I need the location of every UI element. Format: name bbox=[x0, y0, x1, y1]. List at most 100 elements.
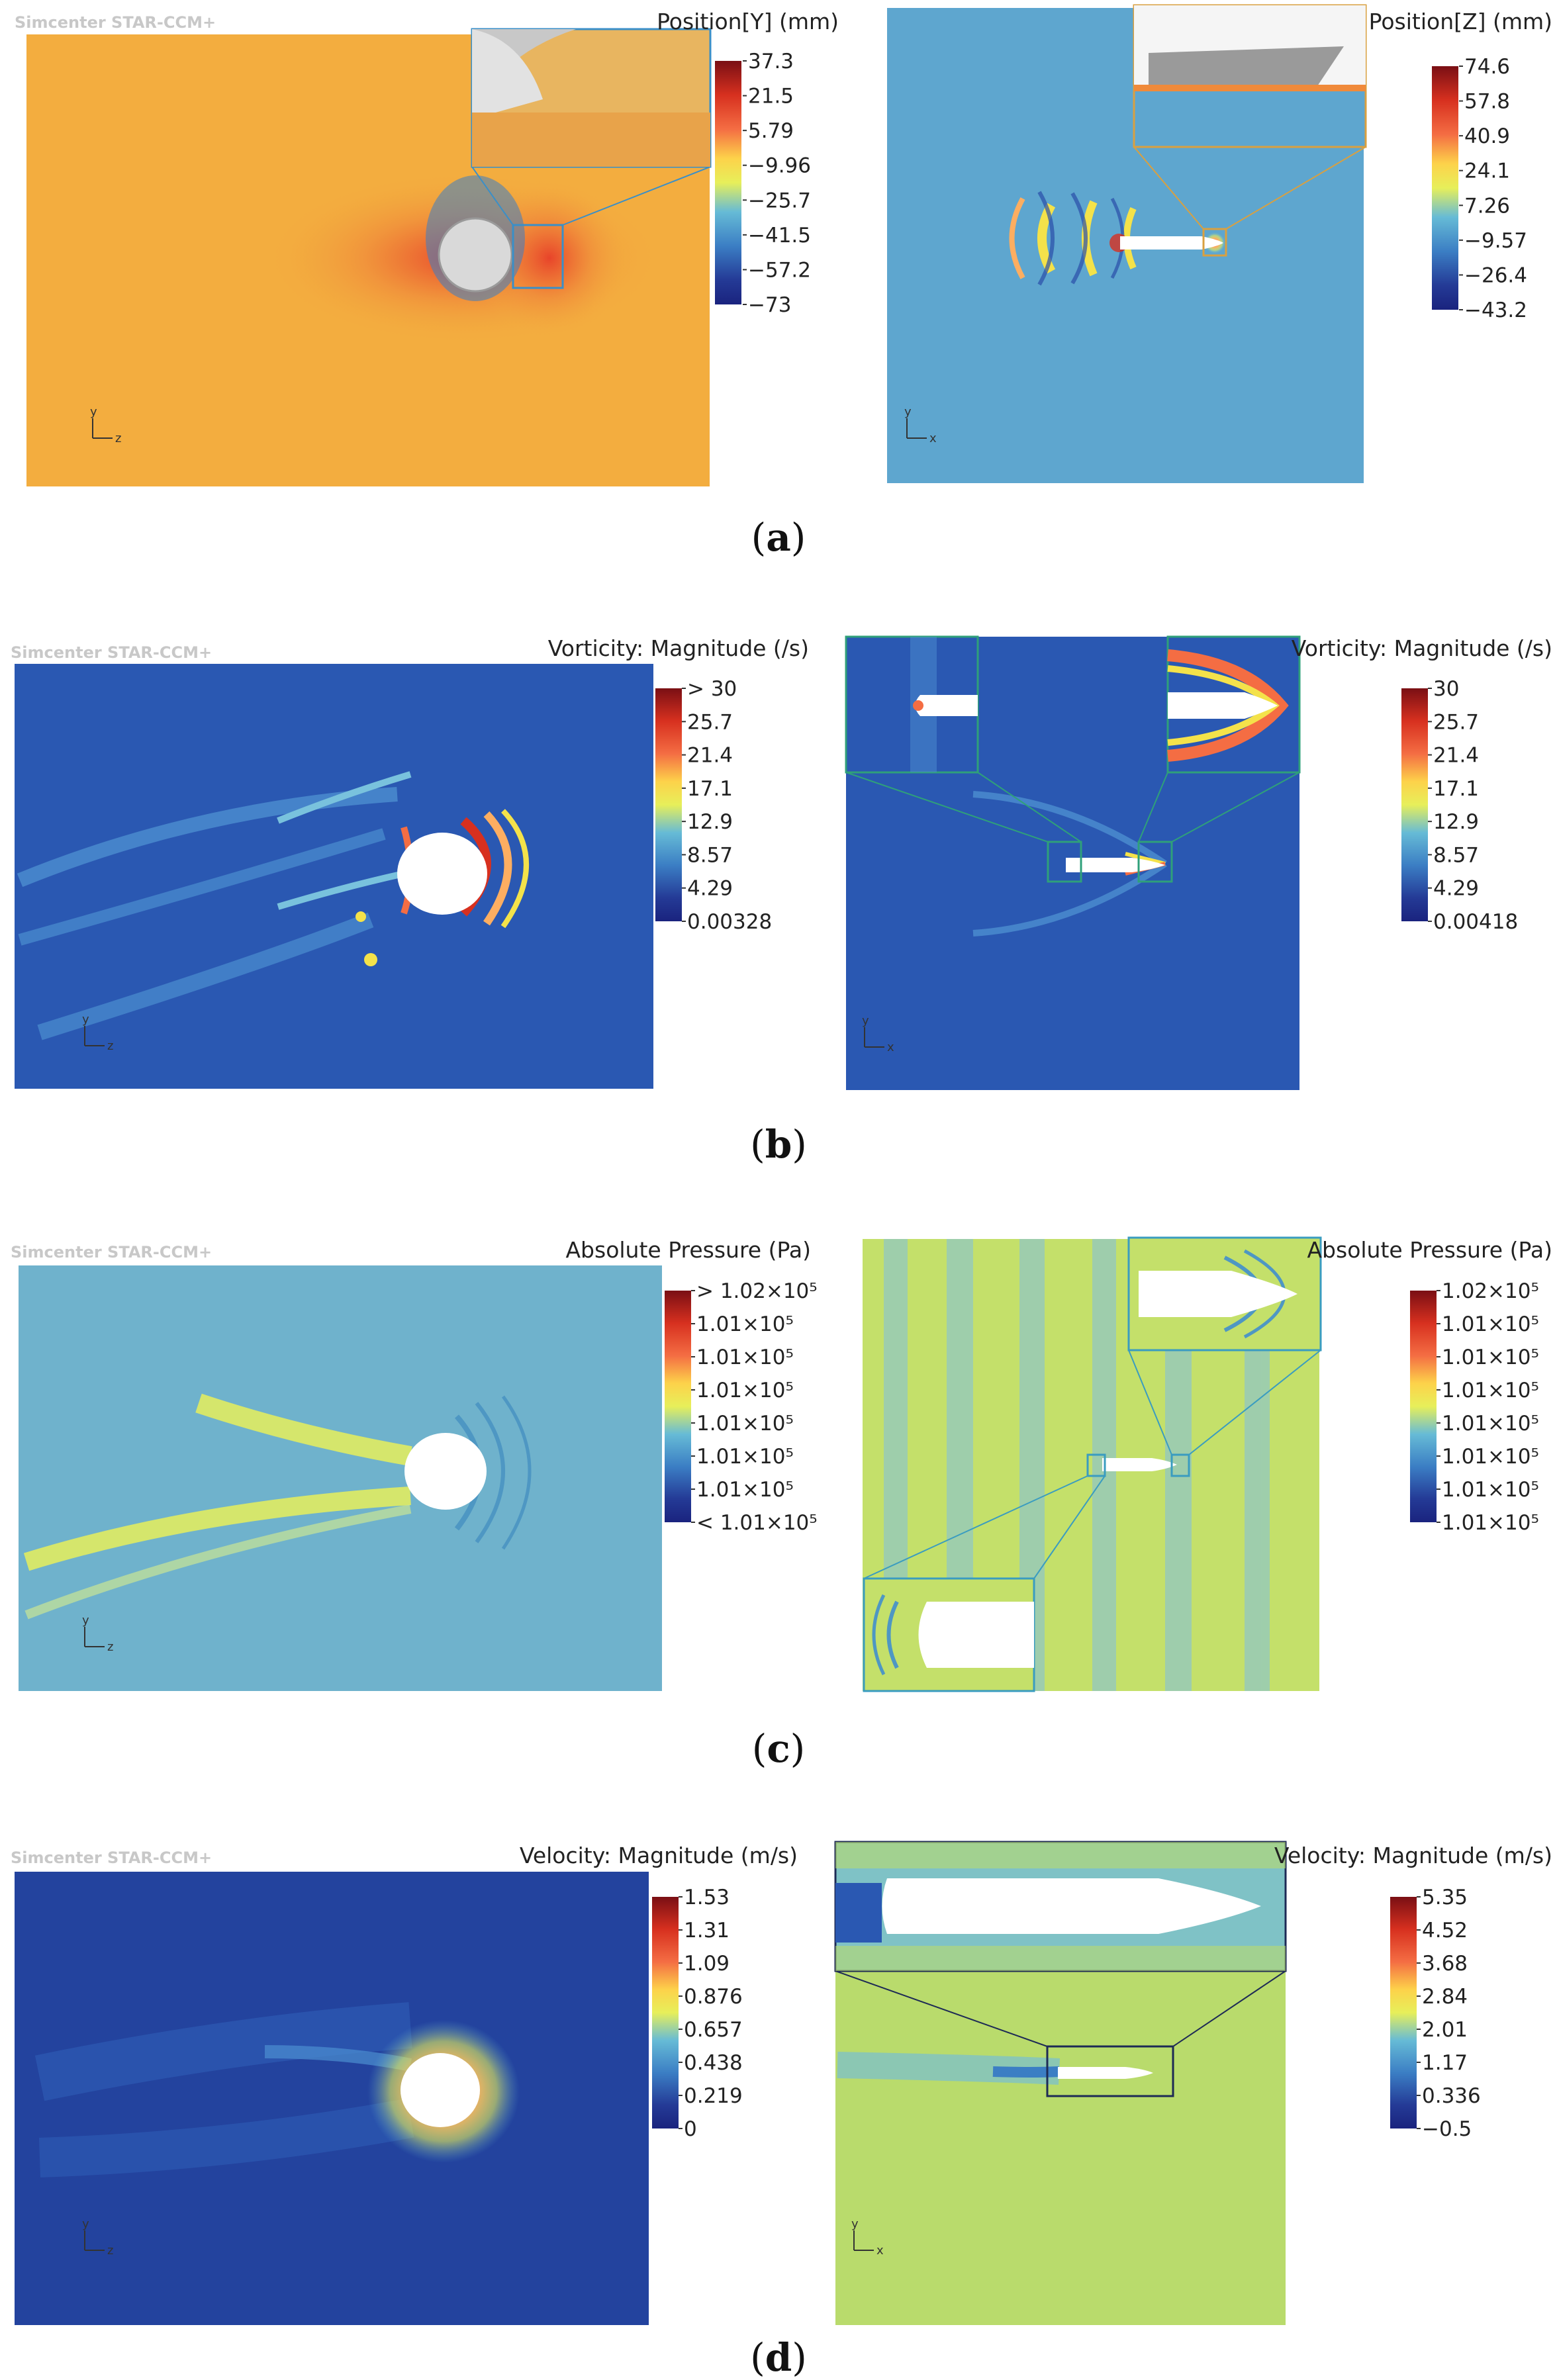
panel-c-left: Simcenter STAR-CCM+ Absolute Pressure (P… bbox=[11, 1237, 818, 1691]
pressure-wake bbox=[23, 1393, 532, 1620]
zoom-line bbox=[1138, 772, 1168, 843]
panel-a-right: Position[Z] (mm) 74.6 57.8 40.9 24.1 7.26 −9.… bbox=[887, 4, 1552, 483]
axis-triad: yz bbox=[82, 1614, 113, 1654]
sphere-body bbox=[438, 217, 513, 293]
subfigure-label-b: (b) bbox=[750, 1122, 807, 1167]
row-c: Simcenter STAR-CCM+ Absolute Pressure (P… bbox=[11, 1236, 1552, 1692]
axis-label: z bbox=[107, 1640, 113, 1654]
hull-shape bbox=[1066, 858, 1165, 872]
colorbar-tick-label: 24.1 bbox=[1464, 160, 1510, 183]
colorbar-tick-label: 4.52 bbox=[1422, 1919, 1468, 1943]
watermark: Simcenter STAR-CCM+ bbox=[15, 13, 216, 32]
colorbar-tick-label: 1.01×10⁵ bbox=[1442, 1478, 1539, 1502]
subfigure-label-d: (d) bbox=[750, 2335, 807, 2380]
colorbar-ticks: 74.6 57.8 40.9 24.1 7.26 −9.57 −26.4 −43.2 bbox=[1459, 55, 1527, 322]
legend-title: Velocity: Magnitude (m/s) bbox=[520, 1843, 798, 1868]
colorbar bbox=[1390, 1897, 1417, 2128]
panel-d-left: Simcenter STAR-CCM+ Velocity: Magnitude … bbox=[11, 1843, 798, 2325]
panel-d-right: Velocity: Magnitude (m/s) 5.35 4.52 3.68 2.… bbox=[834, 1841, 1552, 2325]
axis-label: x bbox=[929, 432, 937, 445]
colorbar-tick-label: 1.01×10⁵ bbox=[1442, 1412, 1539, 1436]
colorbar-tick-label: 25.7 bbox=[687, 710, 733, 734]
axis-label: y bbox=[82, 1013, 89, 1027]
zoom-box bbox=[1170, 1453, 1190, 1477]
colorbar-tick-label: > 30 bbox=[687, 677, 737, 701]
colorbar-tick-label: 7.26 bbox=[1464, 194, 1510, 218]
zoom-line bbox=[977, 772, 1082, 843]
colorbar-tick-label: 8.57 bbox=[1433, 843, 1479, 867]
legend-title: Position[Z] (mm) bbox=[1369, 9, 1552, 34]
legend-title: Velocity: Magnitude (m/s) bbox=[1274, 1843, 1552, 1868]
colorbar bbox=[1432, 66, 1458, 310]
colorbar-tick-label: 8.57 bbox=[687, 843, 733, 867]
colorbar-tick-label: 1.31 bbox=[684, 1919, 730, 1943]
colorbar-tick-label: 0.657 bbox=[684, 2018, 743, 2042]
axis-label: x bbox=[887, 1040, 894, 1054]
inset-image bbox=[834, 1841, 1287, 1972]
colorbar-tick-label: 3.68 bbox=[1422, 1952, 1468, 1976]
sphere-body bbox=[397, 833, 487, 915]
colorbar-tick-label: 0.00328 bbox=[687, 910, 772, 934]
zoom-line bbox=[1225, 146, 1366, 230]
colorbar-tick-label: 0.876 bbox=[684, 1985, 743, 2009]
vortex-wake bbox=[17, 771, 529, 1040]
colorbar-tick-label: 21.4 bbox=[687, 744, 733, 768]
colorbar-tick-label: 4.29 bbox=[1433, 877, 1479, 901]
hull-shape bbox=[1120, 236, 1223, 250]
colorbar-tick-label: 1.09 bbox=[684, 1952, 730, 1976]
panel-a-left: Simcenter STAR-CCM+ Position[Y] (mm) 37.… bbox=[15, 9, 839, 486]
axis-triad: yz bbox=[82, 1013, 113, 1053]
inset-image bbox=[1127, 1236, 1322, 1351]
zoom-line bbox=[1133, 146, 1204, 230]
colorbar-tick-label: 12.9 bbox=[687, 810, 733, 834]
contour-field bbox=[19, 1265, 662, 1691]
colorbar-tick-label: 21.4 bbox=[1433, 744, 1479, 768]
colorbar-tick-label: 0.219 bbox=[684, 2084, 743, 2108]
axis-triad: yx bbox=[851, 2217, 884, 2258]
inset-image bbox=[845, 635, 979, 774]
inset-image bbox=[863, 1577, 1035, 1692]
colorbar-tick-label: 30 bbox=[1433, 677, 1459, 701]
colorbar-tick-label: 1.01×10⁵ bbox=[696, 1379, 794, 1402]
watermark: Simcenter STAR-CCM+ bbox=[11, 643, 212, 662]
axis-triad: yz bbox=[90, 405, 121, 445]
colorbar-tick-label: 0.438 bbox=[684, 2051, 743, 2075]
row-d: Simcenter STAR-CCM+ Velocity: Magnitude … bbox=[11, 1841, 1552, 2325]
zoom-line bbox=[562, 166, 711, 226]
zoom-line bbox=[1188, 1350, 1321, 1455]
colorbar-tick-label: 2.84 bbox=[1422, 1985, 1468, 2009]
hull-shape bbox=[1058, 2067, 1153, 2079]
contour-field bbox=[15, 1872, 649, 2325]
colorbar-tick-label: −43.2 bbox=[1464, 298, 1527, 322]
zoom-line bbox=[863, 1475, 1088, 1579]
subfigure-label-a: (a) bbox=[751, 515, 806, 560]
colorbar-tick-label: 5.35 bbox=[1422, 1886, 1468, 1909]
colorbar-tick-label: −73 bbox=[748, 293, 791, 317]
colorbar bbox=[655, 688, 682, 921]
panel-c-right: Absolute Pressure (Pa) 1.02×10⁵1.01×10⁵1… bbox=[863, 1236, 1552, 1692]
colorbar-tick-label: 1.01×10⁵ bbox=[1442, 1445, 1539, 1469]
zoom-line bbox=[1128, 1350, 1172, 1455]
colorbar-ticks: 1.02×10⁵ 1.01×10⁵ 1.01×10⁵ 1.01×10⁵ 1.01×10⁵… bbox=[1437, 1279, 1539, 1535]
inset-image bbox=[471, 28, 712, 168]
colorbar-tick-label: > 1.02×10⁵ bbox=[696, 1279, 818, 1303]
axis-label: y bbox=[904, 405, 912, 419]
axis-label: y bbox=[862, 1014, 869, 1028]
colorbar-tick-label: 25.7 bbox=[1433, 710, 1479, 734]
colorbar-tick-label: 1.01×10⁵ bbox=[1442, 1511, 1539, 1535]
axis-label: z bbox=[107, 1039, 113, 1053]
zoom-box bbox=[1046, 2045, 1174, 2097]
legend-title: Vorticity: Magnitude (/s) bbox=[548, 635, 809, 661]
colorbar bbox=[1410, 1291, 1437, 1522]
colorbar-tick-label: −9.96 bbox=[748, 154, 811, 178]
legend-title: Vorticity: Magnitude (/s) bbox=[1292, 635, 1552, 661]
colorbar-tick-label: 0.336 bbox=[1422, 2084, 1481, 2108]
hull-shape bbox=[1102, 1458, 1177, 1471]
watermark: Simcenter STAR-CCM+ bbox=[11, 1243, 212, 1261]
watermark: Simcenter STAR-CCM+ bbox=[11, 1849, 212, 1867]
axis-triad: yx bbox=[862, 1014, 894, 1054]
colorbar-tick-label: 0.00418 bbox=[1433, 910, 1518, 934]
colorbar-tick-label: 1.01×10⁵ bbox=[696, 1312, 794, 1336]
colorbar-tick-label: 74.6 bbox=[1464, 55, 1510, 79]
colorbar-tick-label: 21.5 bbox=[748, 85, 794, 109]
